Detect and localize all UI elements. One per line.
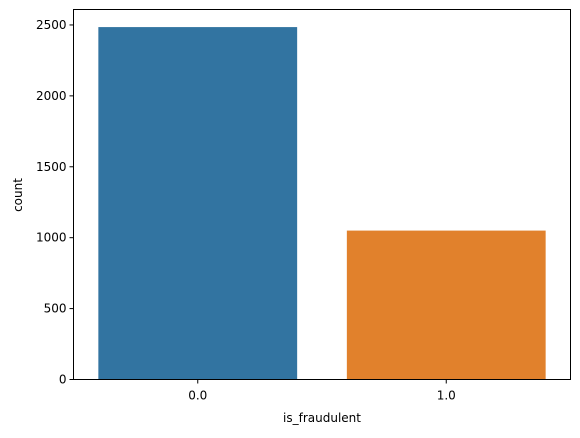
y-tick-label: 1500 — [36, 160, 67, 174]
y-tick-label: 0 — [59, 373, 67, 387]
bar-0.0 — [98, 27, 298, 380]
bar-1.0 — [346, 230, 546, 380]
y-tick-label: 2000 — [36, 89, 67, 103]
y-tick-label: 1000 — [36, 231, 67, 245]
x-axis-label: is_fraudulent — [283, 411, 361, 425]
plot-frame — [73, 9, 571, 380]
y-axis-label: count — [11, 178, 25, 212]
y-tick-label: 2500 — [36, 18, 67, 32]
x-tick-label: 0.0 — [188, 389, 207, 403]
y-tick-label: 500 — [44, 302, 67, 316]
x-tick-label: 1.0 — [437, 389, 456, 403]
